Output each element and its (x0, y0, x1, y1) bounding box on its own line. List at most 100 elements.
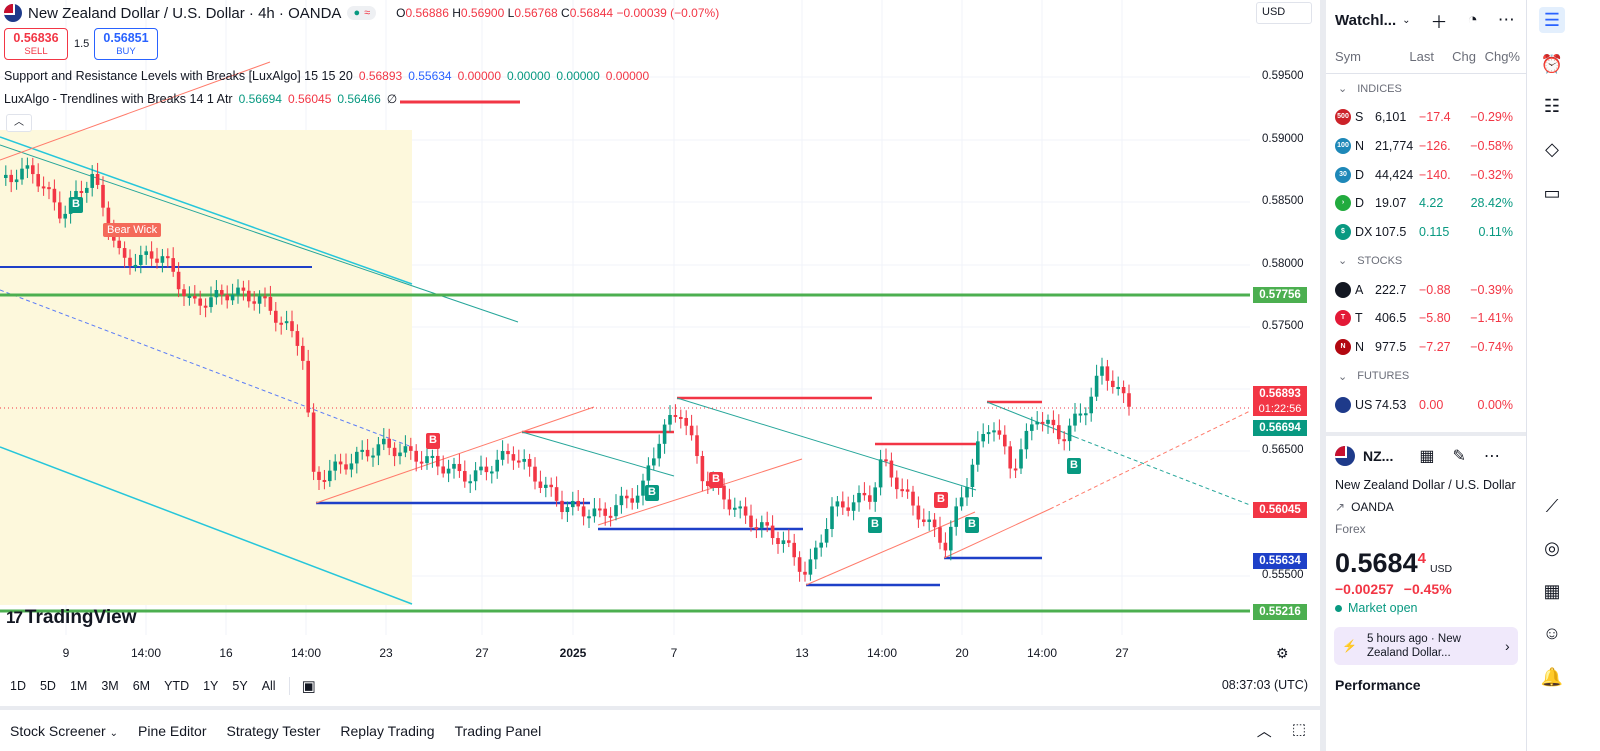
status-dot-icon (1335, 604, 1342, 612)
sell-signal-label: B (709, 472, 723, 488)
community-icon[interactable]: ☺ (1542, 623, 1562, 643)
chart-settings-icon[interactable]: ⚙ (1276, 645, 1289, 660)
calendar-icon[interactable]: ▦ (1543, 581, 1561, 601)
target-icon[interactable]: ◎ (1544, 538, 1560, 558)
range-all-button[interactable]: All (261, 678, 276, 693)
candle-body (841, 501, 845, 508)
row-last: 107.5 (1375, 225, 1407, 240)
price-tick: 0.55500 (1262, 569, 1304, 581)
collapse-legend-button[interactable]: ︿ (6, 114, 32, 132)
edit-icon[interactable]: ✎ (1452, 448, 1466, 465)
nzd-flag-icon (1335, 446, 1355, 466)
indicator-legend-trendlines[interactable]: LuxAlgo - Trendlines with Breaks 14 1 At… (4, 92, 398, 106)
candle-body (689, 425, 694, 436)
buy-signal-label: B (69, 197, 83, 213)
row-last: 6,101 (1375, 110, 1407, 125)
add-symbol-icon[interactable]: ＋ (1430, 12, 1448, 32)
tab-strategy-tester[interactable]: Strategy Tester (226, 722, 321, 739)
layers-icon[interactable]: ◇ (1545, 139, 1559, 159)
calendar-icon[interactable]: ▣ (301, 677, 316, 695)
chart-canvas[interactable] (0, 0, 1320, 660)
news-card[interactable]: ⚡ 5 hours ago · New Zealand Dollar... › (1334, 627, 1518, 665)
chat-icon[interactable]: ▭ (1543, 183, 1561, 203)
panel-divider[interactable] (1326, 432, 1526, 436)
watchlist-row[interactable]: US 74.53 0.00 0.00% (1326, 391, 1526, 420)
watchlist-section[interactable]: ⌄ INDICES (1326, 74, 1526, 103)
watchlist-icon[interactable]: ☰ (1539, 7, 1565, 33)
candle-body (635, 495, 640, 503)
watchlist-row[interactable]: › D 19.07 4.22 28.42% (1326, 189, 1526, 218)
ideas-icon[interactable]: ☷ (1543, 96, 1561, 116)
range-ytd-button[interactable]: YTD (164, 678, 190, 693)
range-1m-button[interactable]: 1M (69, 678, 88, 693)
tab-trading-panel[interactable]: Trading Panel (454, 722, 542, 739)
watchlist-row[interactable]: 100 N 21,774 −126. −0.58% (1326, 132, 1526, 161)
candle-body (344, 464, 348, 470)
currency-select[interactable]: USD (1256, 2, 1312, 24)
range-1d-button[interactable]: 1D (10, 678, 26, 693)
panel-resize-handle[interactable] (1320, 0, 1326, 751)
col-chg-pct[interactable]: Chg% (1484, 49, 1520, 64)
tab-stock-screener[interactable]: Stock Screener ⌄ (10, 722, 118, 739)
more-icon[interactable]: ⋯ (1497, 10, 1515, 29)
chart-area[interactable]: New Zealand Dollar / U.S. Dollar · 4h · … (0, 0, 1320, 660)
candle-body (1094, 375, 1099, 397)
range-6m-button[interactable]: 6M (132, 678, 151, 693)
candle-body (932, 519, 937, 528)
range-5d-button[interactable]: 5D (39, 678, 56, 693)
section-label: STOCKS (1357, 254, 1403, 267)
watchlist-section[interactable]: ⌄ FUTURES (1326, 362, 1526, 391)
candle-body (133, 264, 138, 267)
candle-body (749, 515, 753, 528)
clock-display[interactable]: 08:37:03 (UTC) (1221, 678, 1308, 692)
status-pill[interactable]: ● ≈ (347, 6, 377, 20)
details-symbol[interactable]: NZ... (1363, 448, 1394, 464)
candle-body (252, 301, 256, 304)
more-icon[interactable]: ⋯ (1483, 448, 1500, 465)
candle-body (20, 168, 24, 180)
tradingview-logo[interactable]: 17 TradingView (6, 607, 137, 628)
price-tick: 0.56500 (1262, 444, 1304, 456)
buy-button[interactable]: 0.56851 BUY (94, 28, 158, 60)
col-sym[interactable]: Sym (1335, 49, 1361, 64)
candle-body (835, 501, 840, 507)
maximize-panel-icon[interactable]: ⬚ (1291, 721, 1306, 738)
candle-body (36, 174, 40, 187)
tab-replay-trading[interactable]: Replay Trading (340, 722, 435, 739)
watchlist-row[interactable]: N N 977.5 −7.27 −0.74% (1326, 333, 1526, 362)
watchlist-row[interactable]: 500 S 6,101 −17.4 −0.29% (1326, 103, 1526, 132)
line-tool-icon[interactable]: ⟋ (1545, 496, 1559, 516)
exchange-name[interactable]: OANDA (1351, 500, 1394, 514)
advanced-view-icon[interactable]: ◔ (1467, 10, 1478, 29)
sell-button[interactable]: 0.56836 SELL (4, 28, 68, 60)
watchlist-section[interactable]: ⌄ STOCKS (1326, 246, 1526, 275)
row-change-pct: −0.74% (1470, 340, 1513, 355)
trendline (0, 144, 519, 323)
symbol-title[interactable]: New Zealand Dollar / U.S. Dollar · 4h · … (28, 4, 342, 22)
watchlist-row[interactable]: T T 406.5 −5.80 −1.41% (1326, 304, 1526, 333)
candle-body (1003, 434, 1007, 447)
section-label: FUTURES (1357, 370, 1410, 382)
range-3m-button[interactable]: 3M (101, 678, 119, 693)
candle-body (79, 191, 84, 194)
watchlist-row[interactable]: 30 D 44,424 −140. −0.32% (1326, 160, 1526, 189)
collapse-panel-icon[interactable]: ︿ (1256, 723, 1272, 740)
indicator-legend-sr[interactable]: Support and Resistance Levels with Break… (4, 69, 650, 83)
tab-pine-editor[interactable]: Pine Editor (138, 722, 207, 739)
external-link-icon[interactable]: ↗ (1335, 500, 1346, 514)
range-5y-button[interactable]: 5Y (232, 678, 248, 693)
candle-body (263, 296, 267, 299)
col-last[interactable]: Last (1409, 49, 1434, 64)
watchlist-row[interactable]: A 222.7 −0.88 −0.39% (1326, 275, 1526, 304)
grid-icon[interactable]: ▦ (1419, 448, 1435, 465)
notifications-icon[interactable]: 🔔 (1540, 667, 1564, 687)
chevron-down-icon[interactable]: ⌄ (1402, 14, 1411, 26)
alarm-clock-icon[interactable]: ⏰ (1540, 54, 1564, 74)
watchlist-row[interactable]: $ DX 107.5 0.115 0.11% (1326, 218, 1526, 247)
candle-body (101, 184, 105, 208)
candle-body (652, 458, 656, 466)
range-1y-button[interactable]: 1Y (203, 678, 219, 693)
time-tick: 14:00 (1026, 646, 1058, 660)
watchlist-title[interactable]: Watchl... (1335, 11, 1397, 29)
col-chg[interactable]: Chg (1452, 49, 1476, 64)
